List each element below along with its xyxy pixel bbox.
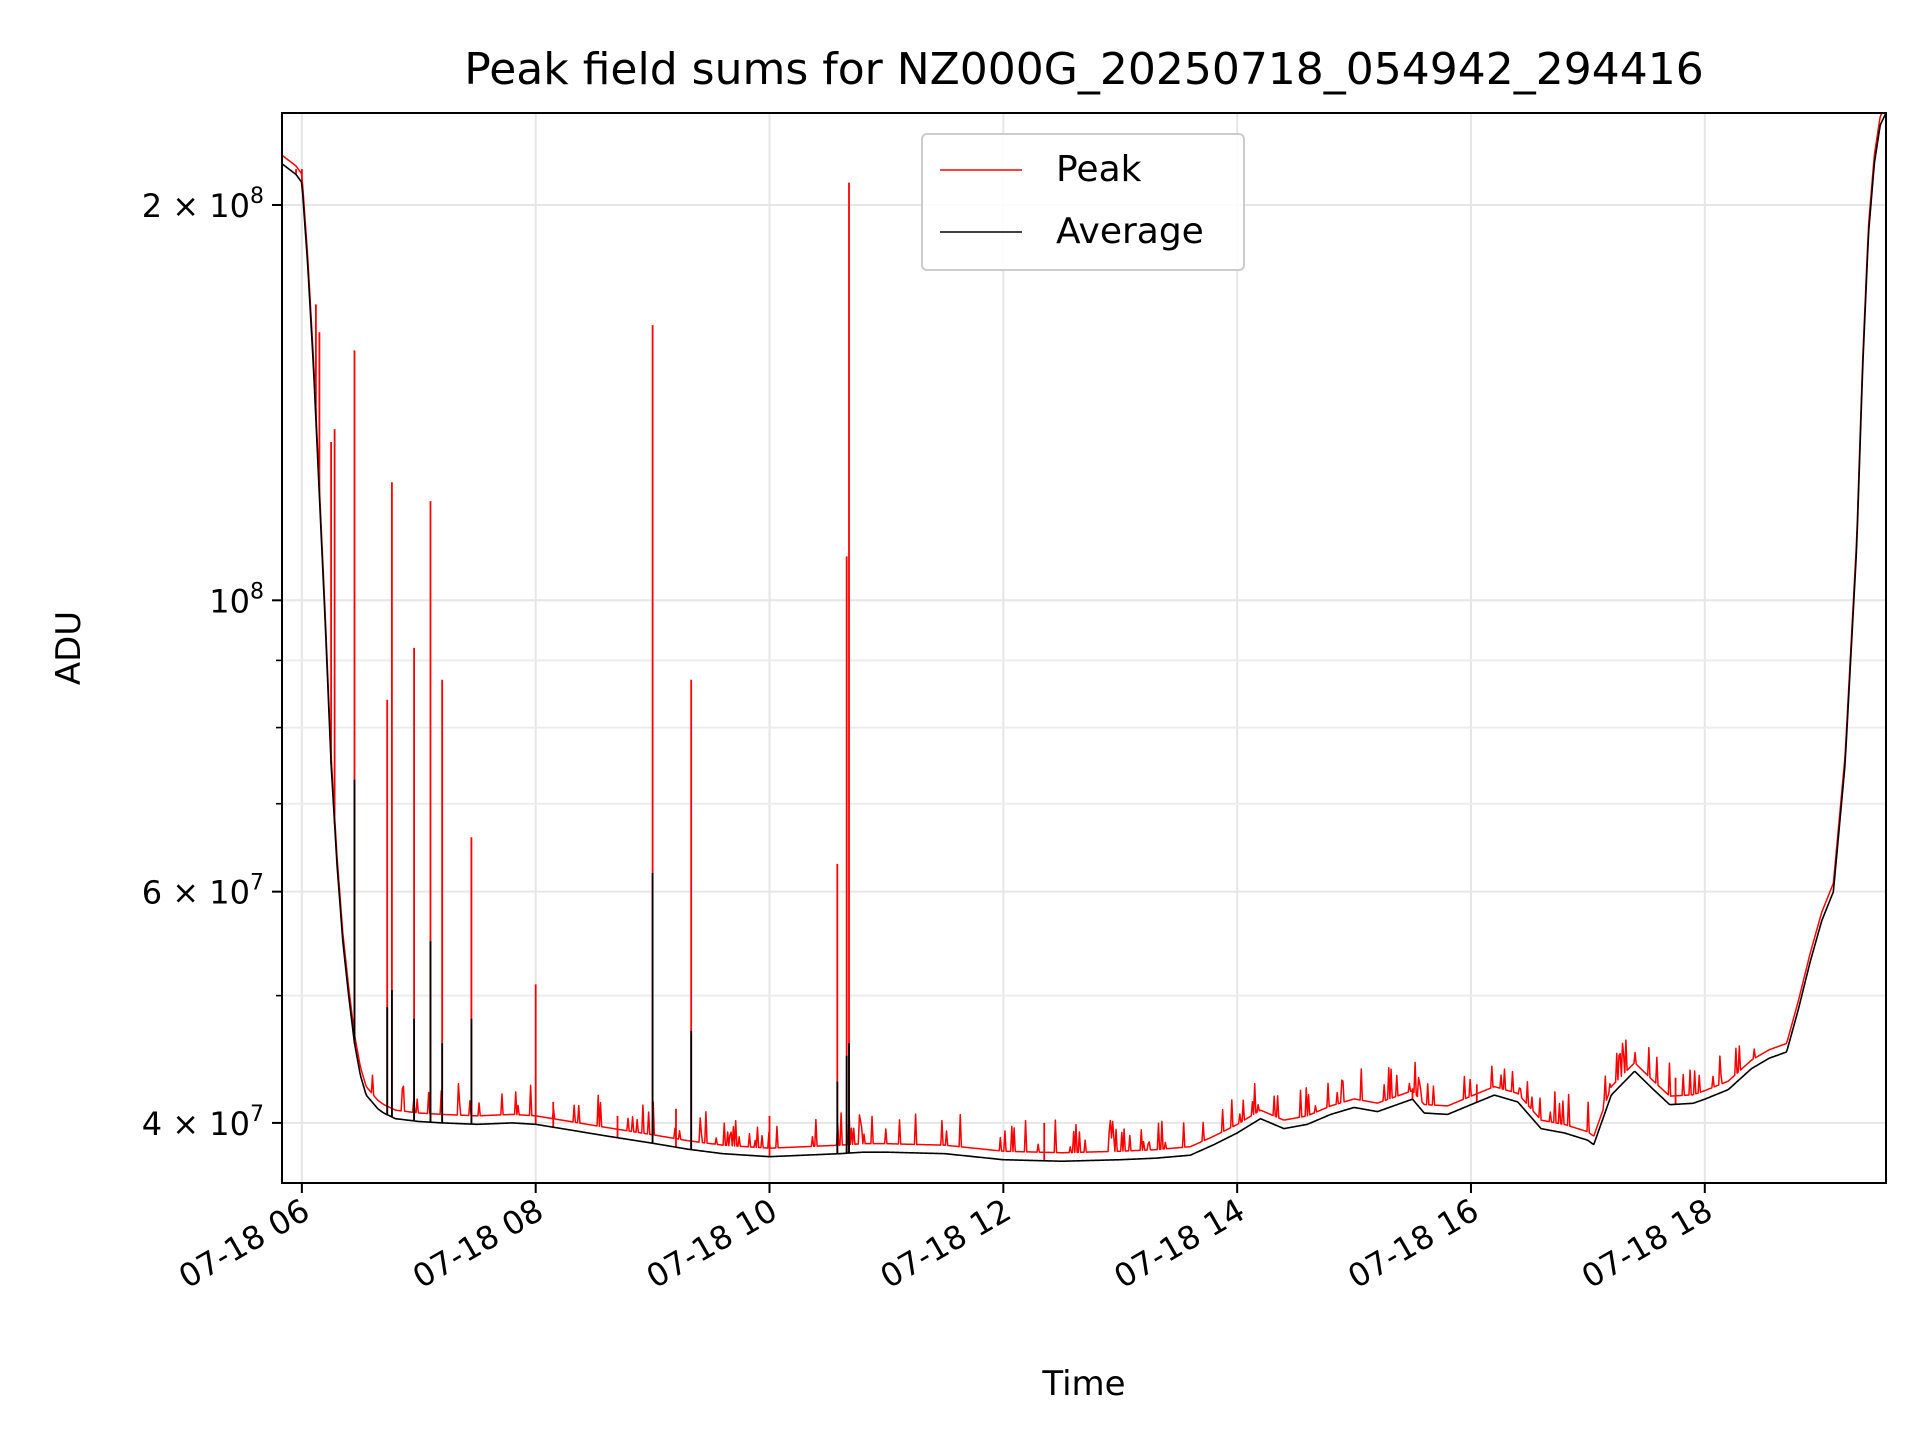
- average-layer: [282, 113, 1886, 1163]
- y-tick-label: 4 × 107: [142, 1102, 264, 1143]
- legend-average-label: Average: [1056, 211, 1204, 252]
- legend: Peak Average: [921, 133, 1245, 271]
- average-line: [282, 113, 1886, 1163]
- peak-line: [282, 113, 1883, 1154]
- legend-box: [921, 133, 1245, 271]
- y-axis: 4 × 107 6 × 107 108 2 × 108: [142, 184, 282, 1143]
- y-axis-label: ADU: [49, 611, 89, 685]
- legend-peak-label: Peak: [1056, 149, 1142, 190]
- plot-frame: [281, 112, 1887, 1184]
- y-tick-label: 6 × 107: [142, 871, 264, 912]
- plot-area: [282, 113, 1886, 1163]
- y-tick-label: 108: [209, 579, 264, 620]
- x-axis-label: Time: [1041, 1364, 1125, 1404]
- y-tick-label: 2 × 108: [142, 184, 264, 225]
- chart-title: Peak field sums for NZ000G_20250718_0549…: [464, 44, 1703, 95]
